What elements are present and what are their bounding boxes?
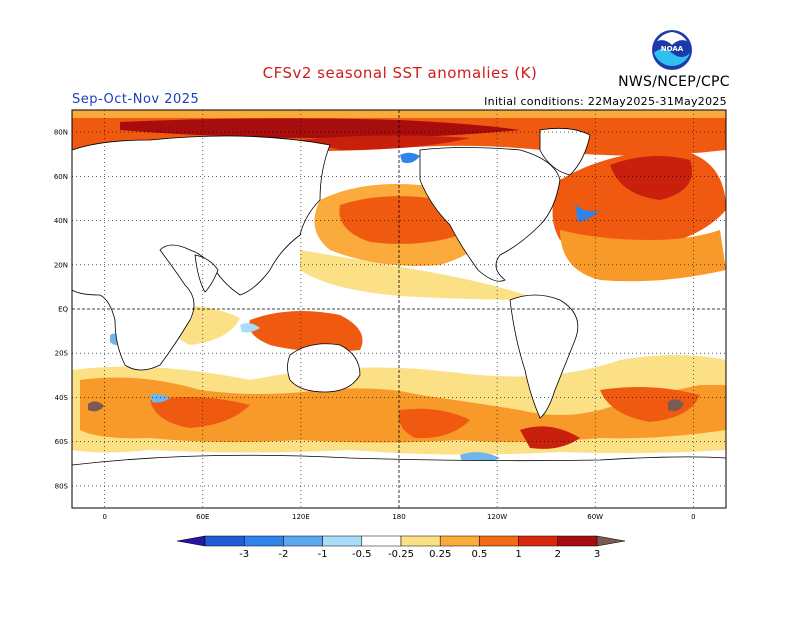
- colorbar-tick-label: -2: [278, 549, 288, 560]
- colorbar-swatch: [400, 535, 441, 547]
- colorbar-swatch: [322, 535, 363, 547]
- latitude-tick-label: EQ: [58, 306, 68, 314]
- colorbar-swatch: [439, 535, 480, 547]
- colorbar-tick-label: -1: [318, 549, 328, 560]
- longitude-tick-label: 180: [392, 513, 405, 521]
- colorbar-swatch: [243, 535, 284, 547]
- latitude-tick-label: 80S: [55, 482, 69, 490]
- colorbar-tick-label: 2: [555, 549, 561, 560]
- colorbar-min-extension: [176, 535, 206, 547]
- colorbar-tick-label: -0.25: [388, 549, 414, 560]
- longitude-tick-label: 60E: [196, 513, 209, 521]
- colorbar-tick-label: 0.5: [471, 549, 487, 560]
- colorbar-swatch: [361, 535, 402, 547]
- chart-title: CFSv2 seasonal SST anomalies (K): [262, 64, 538, 82]
- colorbar-tick-label: -0.5: [352, 549, 372, 560]
- axis-ticks: 80N 60N 40N 20N EQ 20S 40S 60S 80S 0 60E 120E 180 120…: [54, 129, 696, 521]
- colorbar-tick-label: 3: [594, 549, 600, 560]
- agency-label: NWS/NCEP/CPC: [618, 74, 730, 90]
- initial-conditions-label: Initial conditions: 22May2025-31May2025: [484, 95, 727, 108]
- latitude-tick-label: 40N: [54, 217, 68, 225]
- longitude-tick-label: 120E: [292, 513, 310, 521]
- longitude-tick-label: 0: [102, 513, 106, 521]
- latitude-tick-label: 60N: [54, 173, 68, 181]
- colorbar-swatch: [204, 535, 245, 547]
- latitude-tick-label: 60S: [55, 438, 69, 446]
- colorbar-swatch: [283, 535, 323, 547]
- colorbar-tick-label: -3: [239, 549, 249, 560]
- colorbar-tick-label: 1: [515, 549, 521, 560]
- colorbar-tick-label: 0.25: [429, 549, 451, 560]
- colorbar-swatch: [518, 535, 559, 547]
- colorbar-max-extension: [596, 535, 626, 547]
- latitude-tick-label: 20S: [55, 350, 69, 358]
- colorbar-swatch: [557, 535, 598, 547]
- latitude-tick-label: 80N: [54, 129, 68, 137]
- svg-text:NOAA: NOAA: [661, 45, 684, 53]
- noaa-logo: NOAA: [651, 29, 693, 71]
- latitude-tick-label: 20N: [54, 261, 68, 269]
- graticule: [72, 110, 726, 508]
- colorbar: -3 -2 -1 -0.5 -0.25 0.25 0.5 1 2 3: [176, 535, 626, 560]
- latitude-tick-label: 40S: [55, 394, 69, 402]
- longitude-tick-label: 120W: [487, 513, 507, 521]
- season-label: Sep-Oct-Nov 2025: [72, 92, 200, 107]
- colorbar-swatch: [479, 535, 519, 547]
- longitude-tick-label: 0: [691, 513, 695, 521]
- longitude-tick-label: 60W: [587, 513, 603, 521]
